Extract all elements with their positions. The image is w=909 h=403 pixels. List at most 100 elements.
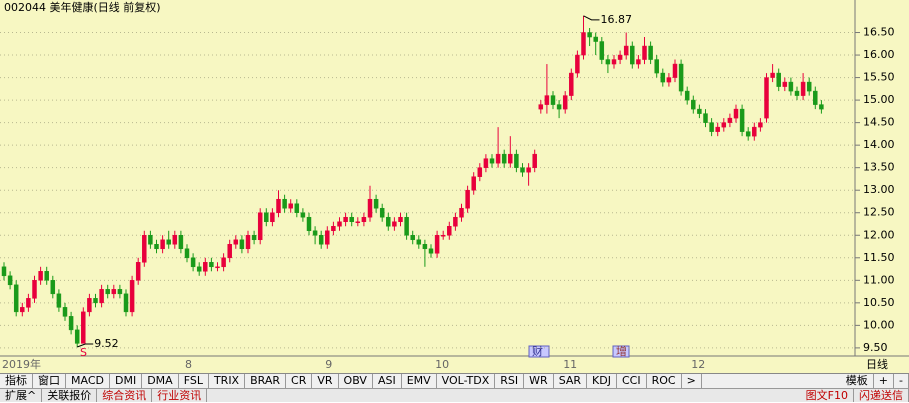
indicator-tab[interactable]: DMA	[142, 374, 179, 388]
chart: 002044 美年健康(日线 前复权) 日线 S 财 增 9.50 10.00 10…	[0, 0, 909, 373]
candle-body	[312, 230, 318, 236]
candle-body	[630, 45, 635, 65]
candle-body	[819, 104, 824, 110]
indicator-tab[interactable]: >	[682, 374, 702, 388]
candle-body	[526, 167, 531, 173]
candle-body	[135, 262, 141, 281]
candle-body	[569, 72, 574, 96]
candle-body	[514, 153, 519, 168]
indicator-tab[interactable]: VOL-TDX	[437, 374, 496, 388]
candle-body	[276, 198, 281, 213]
candle-body	[611, 59, 617, 65]
candle-body	[13, 284, 19, 313]
candle-body	[520, 167, 525, 173]
indicator-tab[interactable]: BRAR	[245, 374, 287, 388]
candle-body	[770, 72, 775, 78]
candle-body	[587, 32, 592, 38]
candle-body	[532, 153, 537, 168]
candle-body	[367, 198, 373, 218]
candle-body	[20, 307, 25, 313]
candle-body	[257, 212, 263, 241]
candle-body	[373, 198, 379, 209]
indicator-tab[interactable]: SAR	[554, 374, 588, 388]
candle-body	[447, 226, 452, 236]
indicator-tab[interactable]: TRIX	[209, 374, 246, 388]
footer-link[interactable]: 闪递送信	[854, 389, 909, 402]
candle-body	[337, 221, 342, 227]
candle-body	[215, 266, 220, 269]
y-tick-label: 12.00	[863, 228, 895, 241]
x-tick-label: 8	[185, 358, 192, 371]
candle-body	[111, 289, 117, 295]
candle-body	[129, 280, 135, 313]
candle-body	[355, 221, 361, 223]
candle-body	[666, 77, 672, 83]
y-tick-label: 13.50	[863, 161, 895, 174]
candle-body	[209, 262, 214, 268]
toolbar-button[interactable]: -	[894, 374, 909, 388]
candle-body	[93, 298, 98, 304]
indicator-tab[interactable]: 指标	[0, 374, 33, 388]
candle-body	[709, 122, 714, 132]
indicator-tab[interactable]: WR	[524, 374, 554, 388]
footer-tab[interactable]: 行业资讯	[152, 389, 208, 402]
candle-body	[764, 77, 769, 119]
candle-body	[245, 235, 251, 250]
candle-body	[386, 216, 391, 227]
candle-body	[434, 235, 440, 254]
candle-body	[471, 176, 476, 191]
indicator-tab[interactable]: CCI	[617, 374, 647, 388]
indicator-tab[interactable]: DMI	[110, 374, 143, 388]
y-tick-label: 11.00	[863, 273, 895, 286]
candle-body	[44, 271, 49, 281]
candle-body	[453, 216, 458, 227]
candle-body	[483, 158, 489, 168]
candle-body	[752, 126, 757, 137]
candle-body	[678, 63, 684, 92]
candle-body	[739, 108, 745, 132]
event-marker: 增	[616, 344, 627, 358]
footer-tab[interactable]: 扩展^	[0, 389, 43, 402]
candle-body	[264, 212, 269, 222]
candle-body	[605, 59, 611, 65]
y-tick-label: 10.50	[863, 296, 895, 309]
candle-body	[745, 131, 751, 137]
y-tick-label: 15.00	[863, 93, 895, 106]
indicator-tab[interactable]: FSL	[179, 374, 209, 388]
min-label: 9.52	[94, 337, 119, 350]
footer-tab[interactable]: 关联报价	[42, 389, 98, 402]
max-pointer	[583, 15, 600, 21]
toolbar-button[interactable]: 模板	[841, 374, 874, 388]
candle-body	[697, 108, 702, 114]
candle-body	[617, 54, 623, 60]
indicator-tab[interactable]: KDJ	[587, 374, 617, 388]
candle-body	[306, 216, 312, 232]
candle-body	[416, 239, 422, 245]
candle-body	[38, 271, 43, 281]
footer-tab[interactable]: 综合资讯	[97, 389, 153, 402]
indicator-tab[interactable]: ROC	[647, 374, 682, 388]
event-marker: 财	[532, 344, 543, 358]
indicator-tab[interactable]: EMV	[402, 374, 437, 388]
indicator-tab[interactable]: RSI	[495, 374, 525, 388]
indicator-tab[interactable]: CR	[286, 374, 313, 388]
candle-body	[636, 59, 641, 65]
indicator-tab[interactable]: VR	[312, 374, 339, 388]
y-tick-label: 15.50	[863, 71, 895, 84]
min-pointer	[77, 343, 94, 348]
candle-body	[398, 216, 403, 222]
toolbar-button[interactable]: +	[874, 374, 895, 388]
indicator-tab[interactable]: 窗口	[33, 374, 66, 388]
candle-body	[623, 45, 629, 56]
candle-body	[691, 99, 696, 110]
indicator-tab[interactable]: OBV	[339, 374, 373, 388]
candle-body	[422, 244, 428, 250]
candle-body	[727, 117, 733, 123]
indicator-tab[interactable]: ASI	[373, 374, 402, 388]
event-box	[528, 345, 550, 358]
candle-body	[538, 104, 544, 110]
footer-link[interactable]: 图文F10	[801, 389, 854, 402]
y-tick-label: 13.00	[863, 183, 895, 196]
indicator-tab[interactable]: MACD	[66, 374, 110, 388]
